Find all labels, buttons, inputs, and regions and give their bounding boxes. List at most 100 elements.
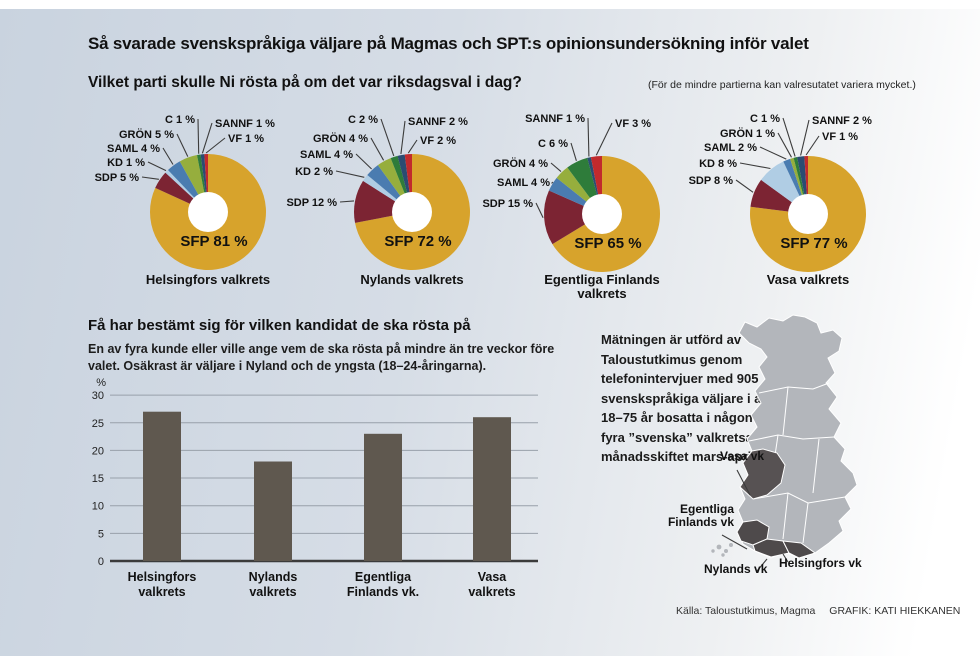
page-title: Så svarade svenskspråkiga väljare på Mag… xyxy=(88,34,809,53)
label-leader-line xyxy=(800,119,810,156)
pie-label-c: C 2 % xyxy=(348,114,378,126)
pie-center-label: SFP 65 % xyxy=(574,235,641,252)
region-border xyxy=(748,434,835,442)
region-border xyxy=(758,382,830,394)
y-tick-10: 10 xyxy=(92,501,104,513)
donut-hole xyxy=(788,194,828,234)
bar-vasa-valkrets xyxy=(473,417,511,561)
donut-hole xyxy=(582,194,622,234)
pie-label-grön: GRÖN 5 % xyxy=(119,128,174,141)
map-label-helsingfors: Helsingfors vk xyxy=(779,556,862,570)
bar-category-label: Helsingfors valkrets xyxy=(127,570,197,599)
bar-category-label: Vasa valkrets xyxy=(468,570,516,599)
pie-label-sdp: SDP 12 % xyxy=(286,197,337,209)
label-leader-line xyxy=(176,133,189,157)
finland-map-wrap xyxy=(693,303,913,588)
nylands-leader-line xyxy=(756,558,768,572)
pie-chart-nylands-valkrets: C 2 % GRÖN 4 % SAML 4 % KD 2 % SDP 12 % SANNF… xyxy=(285,98,515,276)
pie-label-kd: KD 8 % xyxy=(699,158,737,170)
label-leader-line xyxy=(739,162,771,170)
bar-category-label: Nylands valkrets xyxy=(248,570,298,599)
methodology-text: Mätningen är utförd av Taloustutkimus ge… xyxy=(601,332,794,464)
label-leader-line xyxy=(370,137,385,161)
map-label-egentliga: Egentliga Finlands vk xyxy=(638,503,734,529)
map-label-egentliga-line2: Finlands vk xyxy=(667,515,734,529)
y-tick-25: 25 xyxy=(92,418,104,430)
label-leader-line xyxy=(805,135,820,156)
label-leader-line xyxy=(759,146,787,160)
region-vasa-vk xyxy=(739,448,786,500)
map-label-nylands: Nylands vk xyxy=(704,562,768,576)
label-leader-line xyxy=(147,161,167,172)
bar-chart: % 30 25 20 15 10 5 0 xyxy=(86,376,556,568)
bar-helsingfors-valkrets xyxy=(143,411,181,561)
region-egentliga-finlands-vk xyxy=(736,519,770,546)
bar-category-label: Egentliga Finlands vk. xyxy=(346,570,420,599)
label-leader-line xyxy=(197,118,200,154)
label-leader-line xyxy=(551,181,554,184)
vasa-leader-line xyxy=(736,469,751,496)
label-leader-line xyxy=(162,147,174,165)
pie-chart-helsingfors-valkrets: C 1 % GRÖN 5 % SAML 4 % KD 1 % SDP 5 % SANNF … xyxy=(78,98,308,276)
donut-hole xyxy=(188,192,228,232)
pie-label-sdp: SDP 5 % xyxy=(95,172,140,184)
y-tick-0: 0 xyxy=(98,556,104,566)
pie-label-vf: VF 1 % xyxy=(822,131,858,143)
finland-map xyxy=(711,314,858,572)
pie-label-kd: KD 2 % xyxy=(295,166,333,178)
graphic-credit: GRAFIK: KATI HIEKKANEN xyxy=(829,605,961,617)
pie-label-grön: GRÖN 4 % xyxy=(313,132,368,145)
pie-label-sdp: SDP 15 % xyxy=(482,198,533,210)
label-leader-line xyxy=(141,176,159,180)
bar-egentliga-finlands-vk- xyxy=(364,433,402,561)
label-leader-line xyxy=(587,117,590,157)
map-label-vasa: Vasa vk xyxy=(720,449,765,463)
top-white-strip xyxy=(0,0,980,9)
map-label-egentliga-line1: Egentliga xyxy=(679,502,734,516)
pie-label-grön: GRÖN 4 % xyxy=(493,157,548,170)
egentliga-leader-line xyxy=(721,534,748,550)
label-leader-line xyxy=(535,202,544,219)
pie-label-sannf: SANNF 1 % xyxy=(525,113,585,125)
y-tick-15: 15 xyxy=(92,473,104,485)
region-helsingfors-vk xyxy=(782,540,817,559)
bar-nylands-valkrets xyxy=(254,461,292,561)
pie-caption: Nylands valkrets xyxy=(360,272,464,287)
pie-label-saml: SAML 4 % xyxy=(497,177,550,189)
pie-label-saml: SAML 4 % xyxy=(107,143,160,155)
label-leader-line xyxy=(201,122,213,154)
donut-hole xyxy=(392,192,432,232)
label-leader-line xyxy=(735,179,754,193)
label-leader-line xyxy=(595,122,613,156)
label-leader-line xyxy=(550,162,562,173)
pie-label-saml: SAML 4 % xyxy=(300,149,353,161)
helsingfors-leader-line xyxy=(782,553,789,563)
y-axis-unit: % xyxy=(96,377,106,389)
label-leader-line xyxy=(339,200,355,203)
pie-label-c: C 1 % xyxy=(750,113,780,125)
label-leader-line xyxy=(400,120,406,155)
region-border xyxy=(782,386,789,436)
label-leader-line xyxy=(570,142,577,161)
pie-label-sannf: SANNF 1 % xyxy=(215,118,275,130)
survey-question: Vilket parti skulle Ni rösta på om det v… xyxy=(88,74,522,91)
bar-chart-title: Få har bestämt sig för vilken kandidat d… xyxy=(88,317,471,334)
margin-of-error-note: (För de mindre partierna kan valresutate… xyxy=(648,79,916,91)
pie-center-label: SFP 72 % xyxy=(384,233,451,250)
region-border xyxy=(782,492,789,540)
pie-center-label: SFP 77 % xyxy=(780,235,847,252)
pie-label-vf: VF 3 % xyxy=(615,118,651,130)
y-tick-20: 20 xyxy=(92,445,104,457)
label-leader-line xyxy=(355,153,372,170)
y-tick-5: 5 xyxy=(98,528,104,540)
pie-label-grön: GRÖN 1 % xyxy=(720,127,775,140)
pie-label-sannf: SANNF 2 % xyxy=(812,115,872,127)
pie-label-c: C 1 % xyxy=(165,114,195,126)
source-credit: Källa: Taloustutkimus, Magma xyxy=(676,605,816,617)
pie-label-vf: VF 1 % xyxy=(228,133,264,145)
y-tick-30: 30 xyxy=(92,390,104,402)
label-leader-line xyxy=(335,170,365,178)
label-leader-line xyxy=(777,132,792,158)
label-leader-line xyxy=(205,137,226,154)
